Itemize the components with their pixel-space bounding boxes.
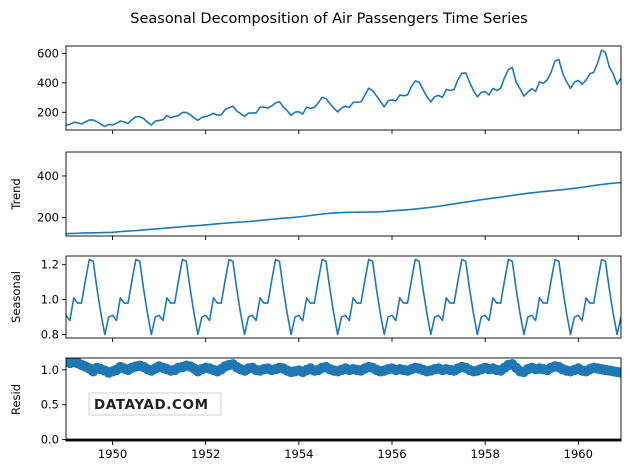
axes-frame [65,357,622,442]
axes-frame [65,45,622,131]
series-line-seasonal [66,258,621,336]
x-tick-label: 1954 [284,447,313,461]
y-tick-label: 0.8 [41,328,59,342]
axes-frame [65,151,622,237]
y-tick-label: 200 [37,211,59,225]
watermark-text: DATAYAD.COM [94,397,209,413]
y-tick-label: 1.0 [41,293,59,307]
plot-area-seasonal [66,258,621,336]
series-line-trend [66,181,621,235]
panel-resid: 0.0 0.5 1.0 1950 1952 1954 1956 1958 1960 Resid [9,357,622,461]
plot-area-trend [66,181,621,235]
panel-observed: 200 400 600 [37,45,622,134]
panel-trend: 200 400 Trend [9,151,622,240]
plot-area-resid [66,358,621,441]
x-tick-label: 1956 [377,447,406,461]
resid-point [615,367,621,378]
y-tick-label: 400 [37,76,59,90]
watermark-box [88,392,222,416]
x-tick-label: 1950 [98,447,127,461]
y-tick-label: 400 [37,169,59,183]
y-axis-label: Trend [9,178,23,210]
y-tick-label: 600 [37,46,59,60]
y-axis-label: Seasonal [9,271,23,323]
y-tick-label: 0.5 [41,398,59,412]
x-tick-label: 1952 [191,447,220,461]
series-line-observed [66,49,621,128]
y-tick-label: 200 [37,105,59,119]
x-tick-label: 1958 [471,447,500,461]
y-tick-label: 0.0 [41,433,59,447]
y-tick-label: 1.2 [41,258,59,272]
plot-area-observed [66,49,621,128]
watermark-logo: DATAYAD.COM [88,392,222,416]
panels-group: 200 400 600 200 400 Trend 0.8 1.0 1.2 Seasonal 0.0… [9,45,622,461]
panel-seasonal: 0.8 1.0 1.2 Seasonal [9,255,622,342]
axes-frame [65,255,622,339]
figure-title: Seasonal Decomposition of Air Passengers… [130,11,527,27]
x-tick-label: 1960 [564,447,593,461]
y-axis-label: Resid [9,384,23,415]
y-tick-label: 1.0 [41,363,59,377]
